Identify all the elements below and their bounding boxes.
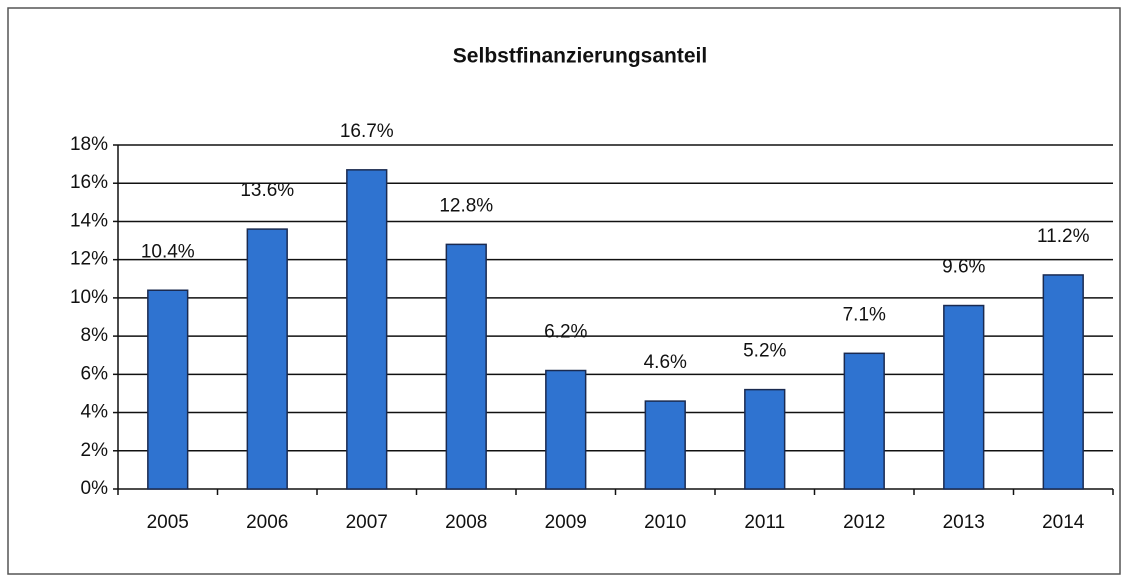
y-tick-label: 6% — [81, 363, 109, 384]
bar — [843, 352, 885, 490]
bar — [1042, 274, 1084, 490]
y-tick-label: 12% — [70, 249, 108, 270]
data-label: 4.6% — [644, 352, 687, 373]
y-tick-label: 2% — [81, 440, 109, 461]
bar — [644, 400, 686, 490]
y-tick-label: 10% — [70, 287, 108, 308]
y-tick-label: 8% — [81, 325, 109, 346]
data-label: 16.7% — [340, 121, 394, 142]
data-label: 11.2% — [1037, 226, 1090, 247]
x-tick-label: 2006 — [246, 512, 288, 533]
data-label: 5.2% — [743, 341, 786, 362]
x-tick-label: 2011 — [744, 512, 785, 533]
x-tick-label: 2005 — [147, 512, 189, 533]
bar — [346, 169, 388, 490]
data-label: 12.8% — [439, 195, 493, 216]
bar — [246, 228, 288, 490]
y-tick-label: 4% — [81, 402, 109, 423]
y-tick-label: 18% — [70, 134, 108, 155]
y-tick-label: 16% — [70, 172, 108, 193]
y-tick-label: 14% — [70, 210, 108, 231]
x-tick-label: 2012 — [843, 512, 885, 533]
x-tick-label: 2009 — [545, 512, 587, 533]
data-label: 13.6% — [240, 180, 294, 201]
x-tick-label: 2013 — [943, 512, 985, 533]
y-tick-label: 0% — [81, 478, 109, 499]
chart-title: Selbstfinanzierungsanteil — [453, 45, 707, 68]
x-tick-label: 2008 — [445, 512, 487, 533]
x-tick-label: 2010 — [644, 512, 686, 533]
bar — [943, 304, 985, 490]
data-label: 9.6% — [942, 257, 985, 278]
bar — [744, 388, 786, 490]
x-tick-label: 2007 — [346, 512, 388, 533]
bar — [545, 369, 587, 490]
data-label: 6.2% — [544, 322, 587, 343]
bar — [445, 243, 487, 490]
bar — [147, 289, 189, 490]
data-label: 10.4% — [141, 241, 195, 262]
x-tick-label: 2014 — [1042, 512, 1085, 533]
data-label: 7.1% — [843, 304, 886, 325]
